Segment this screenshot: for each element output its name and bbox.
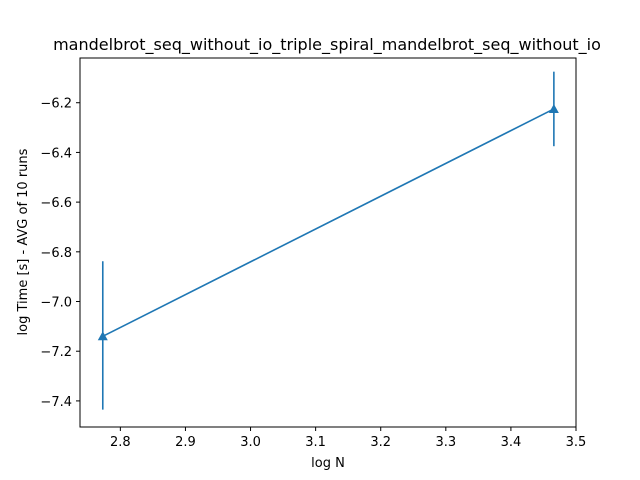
y-tick-label: −6.6 — [40, 196, 72, 211]
y-tick-label: −6.4 — [40, 146, 72, 161]
plot-area — [97, 71, 559, 410]
x-tick-label: 3.3 — [435, 435, 456, 450]
x-tick-label: 2.9 — [175, 435, 196, 450]
y-axis-label: log Time [s] - AVG of 10 runs — [16, 148, 31, 335]
y-tick-label: −7.0 — [40, 296, 72, 311]
x-axis-label: log N — [311, 456, 345, 471]
y-axis: −7.4 −7.2 −7.0 −6.8 −6.6 −6.4 −6.2 — [40, 97, 80, 410]
x-tick-label: 3.4 — [501, 435, 522, 450]
x-axis: 2.8 2.9 3.0 3.1 3.2 3.3 3.4 3.5 — [110, 427, 586, 450]
data-point-marker — [548, 103, 559, 113]
x-tick-label: 3.1 — [305, 435, 326, 450]
y-tick-label: −7.2 — [40, 345, 72, 360]
x-tick-label: 3.0 — [240, 435, 261, 450]
axes-frame — [79, 57, 577, 428]
x-tick-label: 3.5 — [566, 435, 587, 450]
series-line — [102, 108, 555, 338]
x-tick-label: 3.2 — [370, 435, 391, 450]
y-tick-label: −6.2 — [40, 97, 72, 112]
chart-title: mandelbrot_seq_without_io_triple_spiral_… — [53, 35, 601, 55]
y-tick-label: −7.4 — [40, 395, 72, 410]
x-tick-label: 2.8 — [110, 435, 131, 450]
y-tick-label: −6.8 — [40, 246, 72, 261]
data-point-marker — [97, 331, 108, 341]
